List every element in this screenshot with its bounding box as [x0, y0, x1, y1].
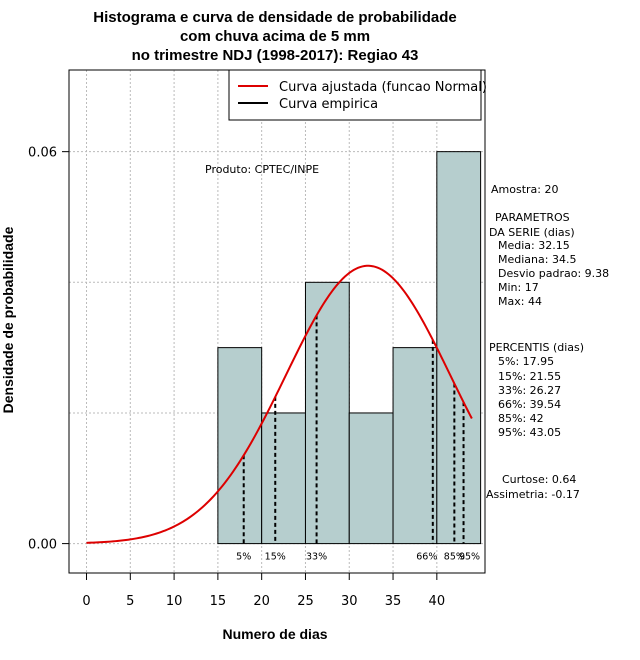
histogram-bar [217, 347, 263, 545]
legend: Curva ajustada (funcao Normal) Curva emp… [228, 69, 487, 121]
histogram-bar [348, 412, 394, 545]
percentile-label: 95% [459, 552, 480, 563]
sample-size: Amostra: 20 [491, 183, 558, 196]
percentile-markers: 5% 15% 33% 66% 85%95% [236, 315, 480, 563]
percentil-95: 95%: 43.05 [498, 426, 561, 439]
product-annotation: Produto: CPTEC/INPE [205, 163, 319, 176]
kurtosis: Curtose: 0.64 [502, 473, 576, 486]
skewness: Assimetria: -0.17 [486, 488, 580, 501]
x-axis-label: Numero de dias [222, 626, 327, 642]
percentile-label: 33% [306, 552, 327, 563]
y-tick-label: 0.00 [28, 538, 57, 553]
histogram-bar [304, 281, 350, 545]
percentil-15: 15%: 21.55 [498, 370, 561, 383]
histogram-bars [217, 151, 482, 545]
percentis-title: PERCENTIS (dias) [489, 341, 584, 354]
param-sd: Desvio padrao: 9.38 [498, 267, 609, 280]
histogram-bar [261, 412, 306, 545]
x-tick-label: 40 [429, 594, 446, 609]
legend-label-empirical: Curva empirica [279, 97, 378, 112]
x-tick-label: 25 [297, 594, 314, 609]
param-min: Min: 17 [498, 281, 539, 294]
histogram-bar [436, 151, 482, 545]
percentil-85: 85%: 42 [498, 412, 544, 425]
param-max: Max: 44 [498, 295, 542, 308]
percentil-33: 33%: 26.27 [498, 384, 561, 397]
normal-density-curve [86, 264, 473, 544]
percentile-label: 85% [444, 552, 465, 563]
param-median: Mediana: 34.5 [498, 253, 576, 266]
x-tick-label: 20 [253, 594, 270, 609]
percentile-label: 66% [416, 552, 437, 563]
x-axis: 0 5 10 15 20 25 30 35 40 [82, 573, 445, 609]
legend-label-normal: Curva ajustada (funcao Normal) [279, 80, 487, 95]
y-axis: 0.00 0.06 [28, 146, 69, 553]
chart-title-line-1: Histograma e curva de densidade de proba… [93, 9, 456, 26]
params-title-1: PARAMETROS [495, 211, 570, 224]
x-tick-label: 10 [166, 594, 183, 609]
percentile-label: 15% [265, 552, 286, 563]
x-tick-label: 5 [126, 594, 134, 609]
chart-title-line-3: no trimestre NDJ (1998-2017): Regiao 43 [132, 47, 419, 64]
params-title-2: DA SERIE (dias) [489, 226, 575, 239]
histogram-bar [392, 347, 438, 545]
legend-box [228, 69, 482, 121]
x-tick-label: 35 [385, 594, 402, 609]
chart-title-line-2: com chuva acima de 5 mm [180, 28, 370, 45]
percentil-5: 5%: 17.95 [498, 355, 554, 368]
percentil-66: 66%: 39.54 [498, 398, 561, 411]
percentile-label: 5% [236, 552, 251, 563]
x-tick-label: 0 [82, 594, 90, 609]
x-tick-label: 30 [341, 594, 358, 609]
y-axis-label: Densidade de probabilidade [0, 226, 16, 413]
x-tick-label: 15 [210, 594, 227, 609]
param-mean: Media: 32.15 [498, 239, 570, 252]
y-tick-label: 0.06 [28, 146, 57, 161]
